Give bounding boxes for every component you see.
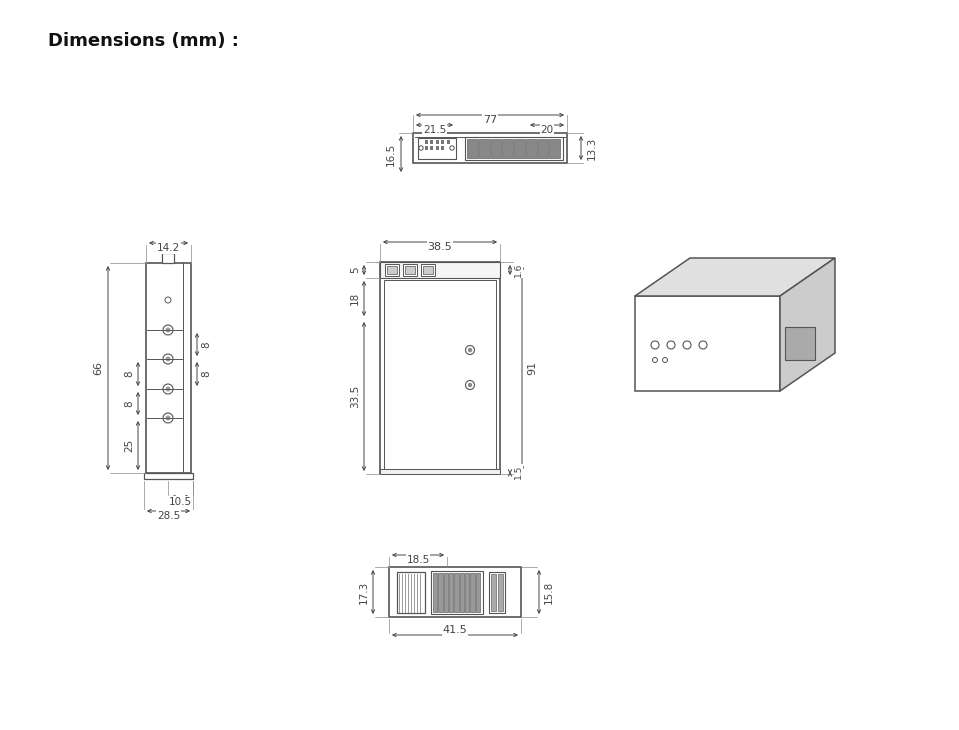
- Bar: [465, 137, 563, 160]
- Bar: [380, 469, 500, 474]
- Polygon shape: [635, 258, 835, 296]
- Bar: [146, 263, 191, 473]
- Bar: [397, 572, 425, 613]
- Bar: [385, 264, 399, 276]
- Bar: [465, 573, 469, 612]
- Bar: [470, 573, 475, 612]
- Bar: [503, 139, 513, 158]
- Text: 33.5: 33.5: [350, 385, 360, 408]
- Bar: [491, 574, 496, 611]
- Bar: [455, 573, 458, 612]
- Bar: [380, 262, 500, 278]
- Text: 8: 8: [124, 400, 134, 407]
- Polygon shape: [785, 327, 815, 360]
- Bar: [459, 573, 464, 612]
- Bar: [479, 139, 489, 158]
- Bar: [447, 140, 450, 144]
- Bar: [433, 573, 437, 612]
- Circle shape: [166, 386, 171, 391]
- Text: 10.5: 10.5: [169, 497, 192, 507]
- Bar: [430, 140, 433, 144]
- Bar: [413, 133, 567, 163]
- Text: 18: 18: [350, 292, 360, 305]
- Circle shape: [166, 415, 171, 420]
- Text: 91: 91: [527, 361, 537, 375]
- Bar: [467, 139, 478, 158]
- Bar: [430, 146, 433, 150]
- Bar: [380, 262, 500, 474]
- Text: 14.2: 14.2: [157, 243, 180, 253]
- Bar: [418, 138, 456, 159]
- Bar: [441, 146, 444, 150]
- Bar: [384, 280, 496, 472]
- Text: 5: 5: [350, 266, 360, 273]
- Bar: [514, 139, 525, 158]
- Bar: [403, 264, 417, 276]
- Bar: [144, 473, 193, 479]
- Text: 25: 25: [124, 439, 134, 452]
- Text: 38.5: 38.5: [428, 242, 453, 252]
- Text: 1.5: 1.5: [514, 464, 523, 479]
- Text: 20: 20: [541, 125, 553, 135]
- Text: 17.3: 17.3: [359, 580, 369, 604]
- Text: 41.5: 41.5: [443, 625, 467, 635]
- Text: 1.6: 1.6: [514, 263, 523, 277]
- Text: 8: 8: [201, 371, 211, 377]
- Bar: [449, 573, 454, 612]
- Bar: [162, 253, 174, 263]
- Bar: [526, 139, 536, 158]
- Bar: [444, 573, 448, 612]
- Bar: [550, 139, 560, 158]
- Bar: [435, 140, 438, 144]
- Bar: [498, 574, 503, 611]
- Bar: [435, 146, 438, 150]
- Text: 8: 8: [201, 341, 211, 347]
- Text: 21.5: 21.5: [423, 125, 446, 135]
- Text: 8: 8: [124, 371, 134, 377]
- Circle shape: [469, 383, 472, 386]
- Bar: [476, 573, 480, 612]
- Text: 15.8: 15.8: [544, 580, 554, 604]
- Text: 66: 66: [93, 361, 103, 375]
- Polygon shape: [780, 258, 835, 391]
- Bar: [389, 567, 521, 617]
- Bar: [431, 571, 483, 614]
- Text: 77: 77: [483, 115, 497, 125]
- Circle shape: [166, 356, 171, 361]
- Bar: [405, 266, 415, 274]
- Bar: [425, 140, 428, 144]
- Text: Dimensions (mm) :: Dimensions (mm) :: [48, 32, 239, 50]
- Bar: [387, 266, 397, 274]
- Text: 28.5: 28.5: [157, 511, 180, 521]
- Bar: [425, 146, 428, 150]
- Bar: [537, 139, 549, 158]
- Circle shape: [166, 328, 171, 332]
- Text: 16.5: 16.5: [386, 142, 396, 166]
- Bar: [490, 139, 502, 158]
- Bar: [421, 264, 435, 276]
- Polygon shape: [635, 296, 780, 391]
- Text: 13.3: 13.3: [587, 137, 597, 160]
- Bar: [438, 573, 443, 612]
- Bar: [489, 572, 505, 613]
- Circle shape: [469, 348, 472, 352]
- Bar: [423, 266, 433, 274]
- Bar: [441, 140, 444, 144]
- Text: 18.5: 18.5: [407, 555, 430, 565]
